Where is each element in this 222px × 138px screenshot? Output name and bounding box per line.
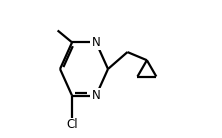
Text: N: N (92, 89, 100, 102)
Text: N: N (92, 36, 100, 49)
Text: Cl: Cl (66, 118, 78, 131)
